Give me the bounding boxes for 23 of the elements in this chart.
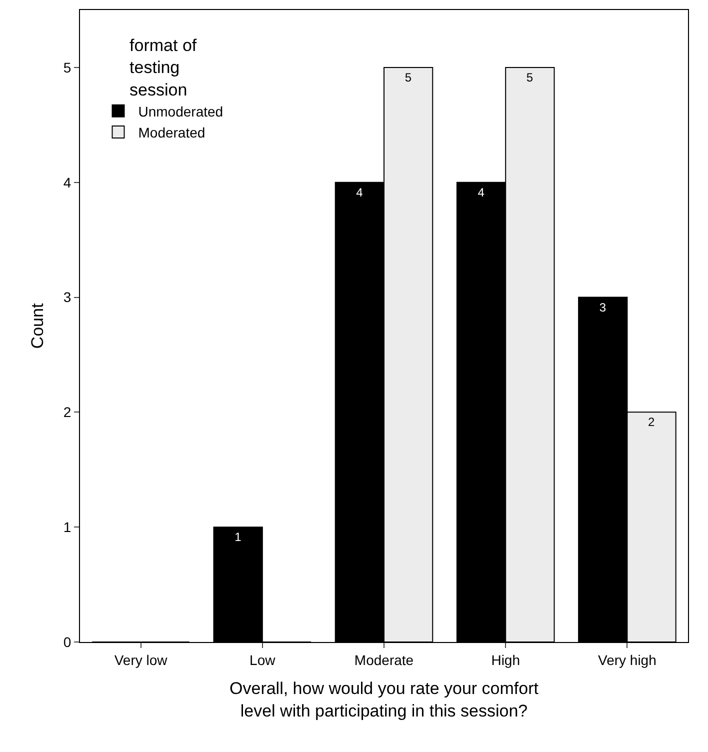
data-label: 3	[599, 300, 606, 314]
data-label: 2	[648, 415, 656, 430]
data-label: 5	[404, 70, 412, 84]
data-label: 4	[478, 185, 485, 200]
y-tick-label: 1	[63, 518, 72, 535]
y-tick-label: 2	[63, 404, 72, 420]
y-tick-label: 0	[63, 634, 72, 650]
x-tick-label: Very high	[598, 652, 656, 668]
legend-title: format of testing session	[130, 36, 197, 100]
y-tick-label: 4	[63, 174, 72, 190]
x-axis-title: Overall, how would you rate your comfort level with participating in this session?	[230, 679, 539, 720]
data-label: 5	[526, 70, 534, 84]
legend-label: Unmoderated	[138, 103, 224, 120]
y-tick-label: 5	[63, 59, 72, 76]
x-tick-label: Low	[250, 652, 276, 668]
data-label: 4	[356, 185, 364, 200]
legend-label: Moderated	[138, 124, 206, 141]
y-tick-label: 3	[63, 289, 72, 306]
data-label: 1	[234, 530, 242, 544]
y-axis-title: Count	[28, 303, 47, 349]
x-tick-label: Very low	[114, 652, 168, 668]
x-tick-label: Moderate	[354, 652, 414, 668]
x-tick-label: High	[491, 652, 520, 668]
